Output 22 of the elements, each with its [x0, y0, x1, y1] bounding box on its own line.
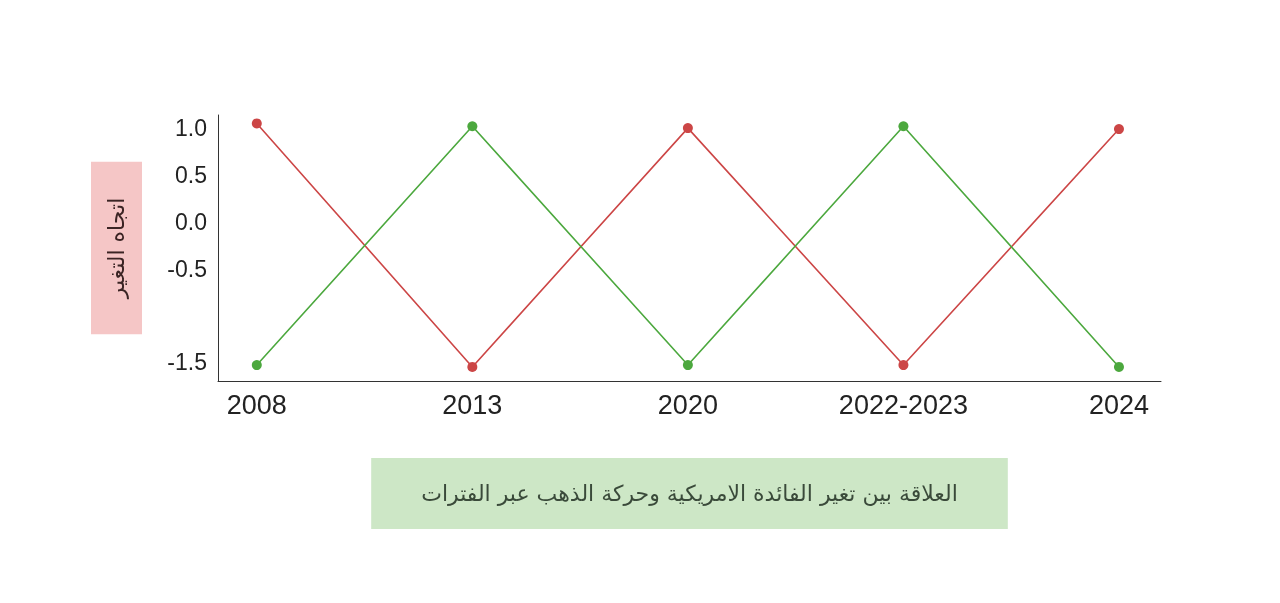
point	[1113, 361, 1124, 372]
x-tick-label: 2020	[657, 389, 718, 420]
point	[467, 361, 478, 372]
point	[898, 121, 909, 132]
point	[682, 123, 693, 134]
x-tick-label: 2013	[442, 389, 503, 420]
y-tick-label: 0.0	[175, 208, 207, 235]
y-tick-label: -0.5	[167, 255, 207, 282]
x-axis-title: العلاقة بين تغير الفائدة الامريكية وحركة الذهب عبر الفترات	[421, 481, 958, 506]
x-tick-label: 2008	[226, 389, 287, 420]
point	[1113, 124, 1124, 135]
x-tick-label: 2024	[1088, 389, 1150, 420]
x-tick-label: 2022-2023	[838, 389, 968, 420]
y-axis-title: اتجاه التغير	[104, 197, 129, 300]
y-tick-label: 0.5	[175, 161, 207, 188]
y-tick-label: -1.5	[167, 349, 207, 376]
point	[251, 118, 262, 129]
point	[682, 360, 693, 371]
y-tick-label: 1.0	[175, 115, 207, 142]
point	[251, 360, 262, 371]
point	[898, 360, 909, 371]
point	[467, 121, 478, 132]
